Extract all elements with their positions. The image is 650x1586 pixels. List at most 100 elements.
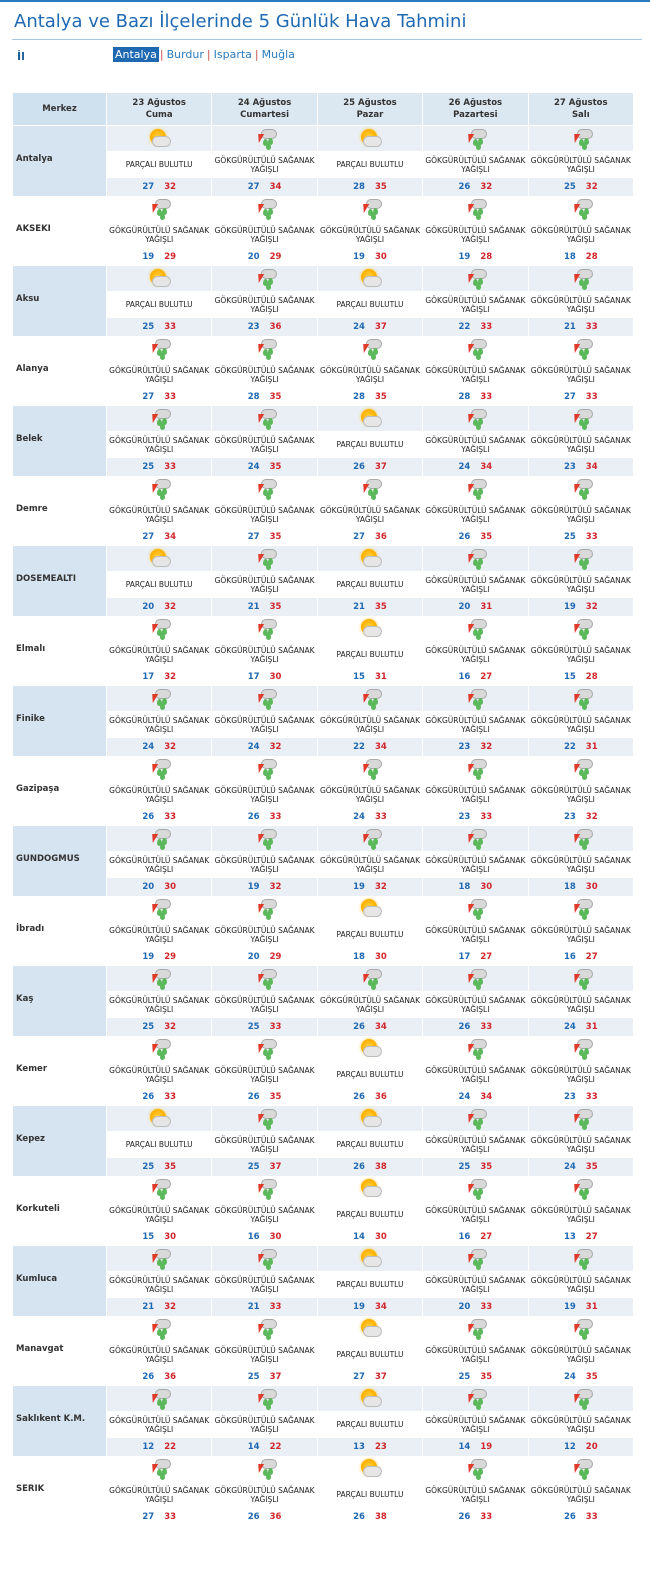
forecast-icon-cell: [316, 196, 424, 221]
table-row: Antalya: [12, 125, 635, 196]
table-row: GÖKGÜRÜLTÜLÜ SAĞANAK YAĞIŞLI GÖKGÜRÜLTÜLÜ…: [13, 1411, 635, 1438]
temp-min: 26: [247, 1092, 260, 1102]
table-row: GÖKGÜRÜLTÜLÜ SAĞANAK YAĞIŞLI GÖKGÜRÜLTÜLÜ…: [13, 1061, 635, 1088]
day-date: 26 Ağustos: [448, 98, 503, 108]
partly-cloudy-icon: [357, 547, 383, 569]
temp-min: 18: [563, 882, 576, 892]
forecast-icon-cell: [527, 1386, 635, 1411]
table-row: GÖKGÜRÜLTÜLÜ SAĞANAK YAĞIŞLI GÖKGÜRÜLTÜLÜ…: [13, 431, 635, 458]
thunderstorm-icon: [568, 827, 594, 850]
forecast-icon-cell: [105, 406, 213, 431]
condition-text: GÖKGÜRÜLTÜLÜ SAĞANAK YAĞIŞLI: [105, 221, 213, 248]
temp-max: 27: [585, 952, 598, 962]
condition-text: GÖKGÜRÜLTÜLÜ SAĞANAK YAĞIŞLI: [211, 431, 318, 458]
table-row: 19 29 20 29 18 30 17 27 16 27: [13, 948, 635, 966]
thunderstorm-icon: [357, 687, 383, 710]
temp-max: 36: [269, 322, 282, 332]
table-row: GÖKGÜRÜLTÜLÜ SAĞANAK YAĞIŞLI GÖKGÜRÜLTÜLÜ…: [13, 1201, 635, 1228]
forecast-icon-cell: [527, 756, 635, 781]
merkez-header: Merkez: [12, 92, 107, 126]
forecast-icon-cell: [527, 1316, 635, 1341]
temp-max: 32: [164, 1022, 177, 1032]
province-link-isparta[interactable]: Isparta: [213, 48, 252, 61]
temperature-cell: 26 38: [316, 1158, 424, 1176]
day-weekday: Cuma: [145, 110, 173, 120]
forecast-icon-cell: [527, 1106, 635, 1131]
table-row: Korkuteli: [12, 1176, 635, 1246]
forecast-icon-cell: [211, 1316, 318, 1341]
forecast-icon-cell: [105, 1386, 213, 1411]
forecast-icon-cell: [422, 1246, 529, 1271]
title-divider: [12, 39, 642, 40]
thunderstorm-icon: [462, 757, 488, 780]
temp-max: 33: [480, 1022, 493, 1032]
temp-min: 25: [247, 1022, 260, 1032]
temp-min: 20: [458, 1302, 471, 1312]
condition-text: PARÇALI BULUTLU: [316, 291, 424, 318]
temp-max: 32: [164, 182, 177, 192]
forecast-icon-cell: [422, 1386, 529, 1411]
condition-text: GÖKGÜRÜLTÜLÜ SAĞANAK YAĞIŞLI: [422, 711, 529, 738]
thunderstorm-icon: [357, 477, 383, 500]
temp-max: 33: [480, 1302, 493, 1312]
temperature-cell: 14 30: [316, 1228, 424, 1246]
forecast-icon-cell: [211, 1246, 318, 1271]
table-row: 24 32 24 32 22 34 23 32 22 31: [13, 738, 635, 756]
thunderstorm-icon: [252, 407, 278, 430]
temp-min: 18: [353, 952, 365, 962]
condition-text: GÖKGÜRÜLTÜLÜ SAĞANAK YAĞIŞLI: [422, 1481, 529, 1508]
table-row: Demre: [12, 476, 635, 546]
temp-max: 33: [164, 392, 177, 402]
temperature-cell: 27 33: [105, 388, 213, 406]
condition-text: PARÇALI BULUTLU: [316, 151, 424, 178]
condition-text: GÖKGÜRÜLTÜLÜ SAĞANAK YAĞIŞLI: [316, 991, 424, 1018]
partly-cloudy-icon: [357, 1247, 383, 1269]
temp-min: 20: [458, 602, 471, 612]
forecast-icon-cell: [527, 406, 635, 431]
forecast-icon-cell: [316, 896, 424, 921]
temp-min: 27: [353, 532, 365, 542]
thunderstorm-icon: [252, 1107, 278, 1130]
table-row: 27 33 28 35 28 35 28 33 27 33: [13, 388, 635, 406]
thunderstorm-icon: [252, 617, 278, 640]
temp-max: 34: [374, 1302, 387, 1312]
temp-min: 25: [142, 322, 155, 332]
province-link-antalya[interactable]: Antalya: [113, 47, 159, 62]
temp-max: 32: [269, 742, 282, 752]
temp-max: 36: [374, 532, 387, 542]
province-link-muğla[interactable]: Muğla: [261, 48, 295, 61]
forecast-icon-cell: [211, 1106, 318, 1131]
temp-max: 30: [164, 1232, 177, 1242]
forecast-icon-cell: [105, 826, 213, 851]
temp-max: 35: [374, 392, 387, 402]
forecast-icon-cell: [211, 756, 318, 781]
province-link-burdur[interactable]: Burdur: [166, 48, 204, 61]
condition-text: GÖKGÜRÜLTÜLÜ SAĞANAK YAĞIŞLI: [105, 921, 213, 948]
temp-max: 35: [585, 1372, 598, 1382]
temp-max: 32: [164, 602, 177, 612]
forecast-icon-cell: [105, 336, 213, 361]
temp-max: 30: [480, 882, 493, 892]
temp-max: 37: [374, 1372, 387, 1382]
forecast-icon-cell: [105, 1316, 213, 1341]
station-name: AKSEKI: [12, 196, 107, 266]
temp-max: 34: [269, 182, 282, 192]
table-row: Alanya: [12, 336, 635, 406]
condition-text: GÖKGÜRÜLTÜLÜ SAĞANAK YAĞIŞLI: [211, 1341, 318, 1368]
table-row: 12 22 14 22 13 23 14 19 12 20: [13, 1438, 635, 1456]
condition-text: GÖKGÜRÜLTÜLÜ SAĞANAK YAĞIŞLI: [105, 1481, 213, 1508]
condition-text: GÖKGÜRÜLTÜLÜ SAĞANAK YAĞIŞLI: [422, 1201, 529, 1228]
table-row: DOSEMEALTI: [12, 546, 635, 616]
forecast-icon-cell: [105, 686, 213, 711]
temperature-cell: 26 33: [422, 1018, 529, 1036]
temperature-cell: 27 37: [316, 1368, 424, 1386]
condition-text: GÖKGÜRÜLTÜLÜ SAĞANAK YAĞIŞLI: [316, 501, 424, 528]
partly-cloudy-icon: [357, 1457, 383, 1479]
thunderstorm-icon: [462, 1457, 488, 1480]
table-row: 15 30 16 30 14 30 16 27 13 27: [13, 1228, 635, 1246]
partly-cloudy-icon: [146, 267, 172, 289]
forecast-icon-cell: [422, 266, 529, 291]
temp-min: 14: [458, 1442, 471, 1452]
temp-max: 29: [269, 952, 282, 962]
temp-min: 24: [353, 812, 365, 822]
